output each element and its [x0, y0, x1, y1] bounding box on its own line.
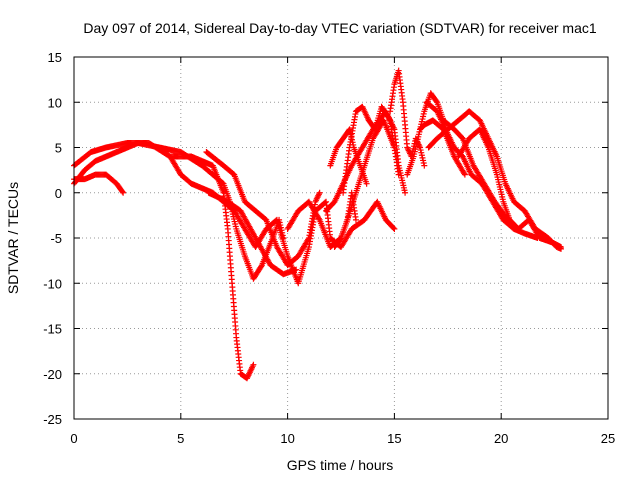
data-point: [391, 144, 398, 151]
x-tick-label: 20: [494, 431, 508, 446]
x-tick-label: 25: [601, 431, 615, 446]
data-point: [337, 236, 344, 243]
x-tick-label: 5: [177, 431, 184, 446]
series-arc-b: [71, 139, 257, 382]
x-axis-ticks: 0 5 10 15 20 25: [70, 57, 615, 446]
data-point: [386, 116, 393, 123]
data-point: [515, 225, 522, 232]
series-arc-j: [340, 103, 398, 196]
data-point: [293, 266, 300, 273]
series-arc-q: [417, 117, 468, 178]
x-tick-label: 10: [280, 431, 294, 446]
y-tick-label: 5: [55, 141, 62, 156]
x-axis-label: GPS time / hours: [287, 457, 394, 473]
series-arc-p: [455, 126, 522, 232]
data-point: [120, 189, 127, 196]
data-point: [316, 189, 323, 196]
data-point: [395, 171, 402, 178]
series-arc-e: [203, 149, 323, 269]
series-arc-f: [205, 189, 300, 278]
y-tick-label: -15: [43, 322, 62, 337]
data-point: [461, 171, 468, 178]
data-point: [461, 170, 468, 177]
x-tick-label: 0: [70, 431, 77, 446]
y-axis-label: SDTVAR / TECUs: [5, 182, 21, 294]
data-point: [390, 225, 397, 232]
data-point: [352, 216, 359, 223]
y-tick-label: -25: [43, 412, 62, 427]
data-point: [421, 162, 428, 169]
data-point: [391, 225, 398, 232]
x-tick-label: 15: [387, 431, 401, 446]
chart-title: Day 097 of 2014, Sidereal Day-to-day VTE…: [83, 20, 596, 36]
data-point: [558, 245, 565, 252]
y-tick-label: 0: [55, 186, 62, 201]
data-marks: [71, 67, 565, 382]
y-axis-ticks: -25 -20 -15 -10 -5 0 5 10 15: [43, 50, 608, 427]
data-point: [433, 98, 440, 105]
data-point: [305, 236, 312, 243]
y-tick-label: 15: [48, 50, 62, 65]
data-point: [534, 235, 541, 241]
data-point: [119, 188, 126, 195]
y-tick-label: -10: [43, 276, 62, 291]
series-arc-k: [327, 126, 370, 187]
y-tick-label: -20: [43, 367, 62, 382]
data-point: [250, 361, 257, 368]
series-arc-c: [71, 171, 127, 196]
data-point: [315, 215, 322, 222]
data-point: [402, 189, 409, 196]
y-tick-label: -5: [50, 231, 62, 246]
data-point: [363, 180, 370, 187]
series-arc-m: [404, 90, 565, 251]
data-point: [514, 225, 521, 232]
data-point: [258, 263, 265, 270]
y-tick-label: 10: [48, 95, 62, 110]
